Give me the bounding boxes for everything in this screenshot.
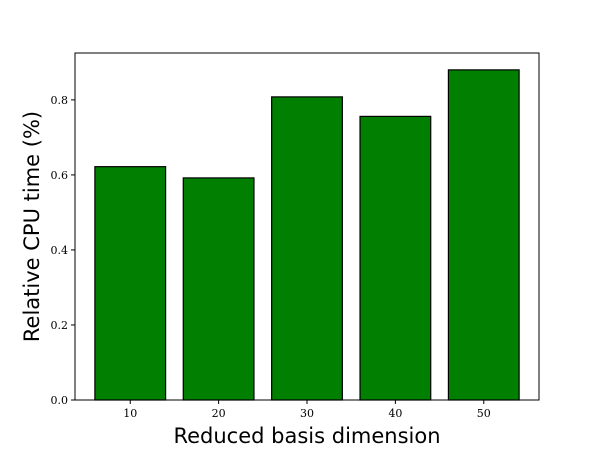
x-tick-label: 10 [123,407,137,420]
x-tick-label: 30 [300,407,314,420]
x-axis-ticks: 10 20 30 40 50 [123,400,491,420]
bar-40 [359,115,432,401]
x-axis-label: Reduced basis dimension [173,424,440,448]
y-axis-ticks: 0.0 0.2 0.4 0.6 0.8 [51,94,75,407]
bar-50 [447,69,520,401]
x-tick-label: 20 [212,407,226,420]
bars-group [94,69,520,401]
y-tick-label: 0.2 [51,319,69,332]
bar-30 [271,96,343,401]
y-tick-label: 0.4 [51,244,69,257]
y-tick-label: 0.8 [51,94,69,107]
x-tick-label: 50 [477,407,491,420]
y-tick-label: 0.0 [51,394,69,407]
y-tick-label: 0.6 [51,169,69,182]
bar-20 [182,177,255,401]
bar-10 [94,166,167,401]
plot-frame [74,52,540,401]
x-tick-label: 40 [388,407,402,420]
y-axis-label: Relative CPU time (%) [20,111,44,342]
